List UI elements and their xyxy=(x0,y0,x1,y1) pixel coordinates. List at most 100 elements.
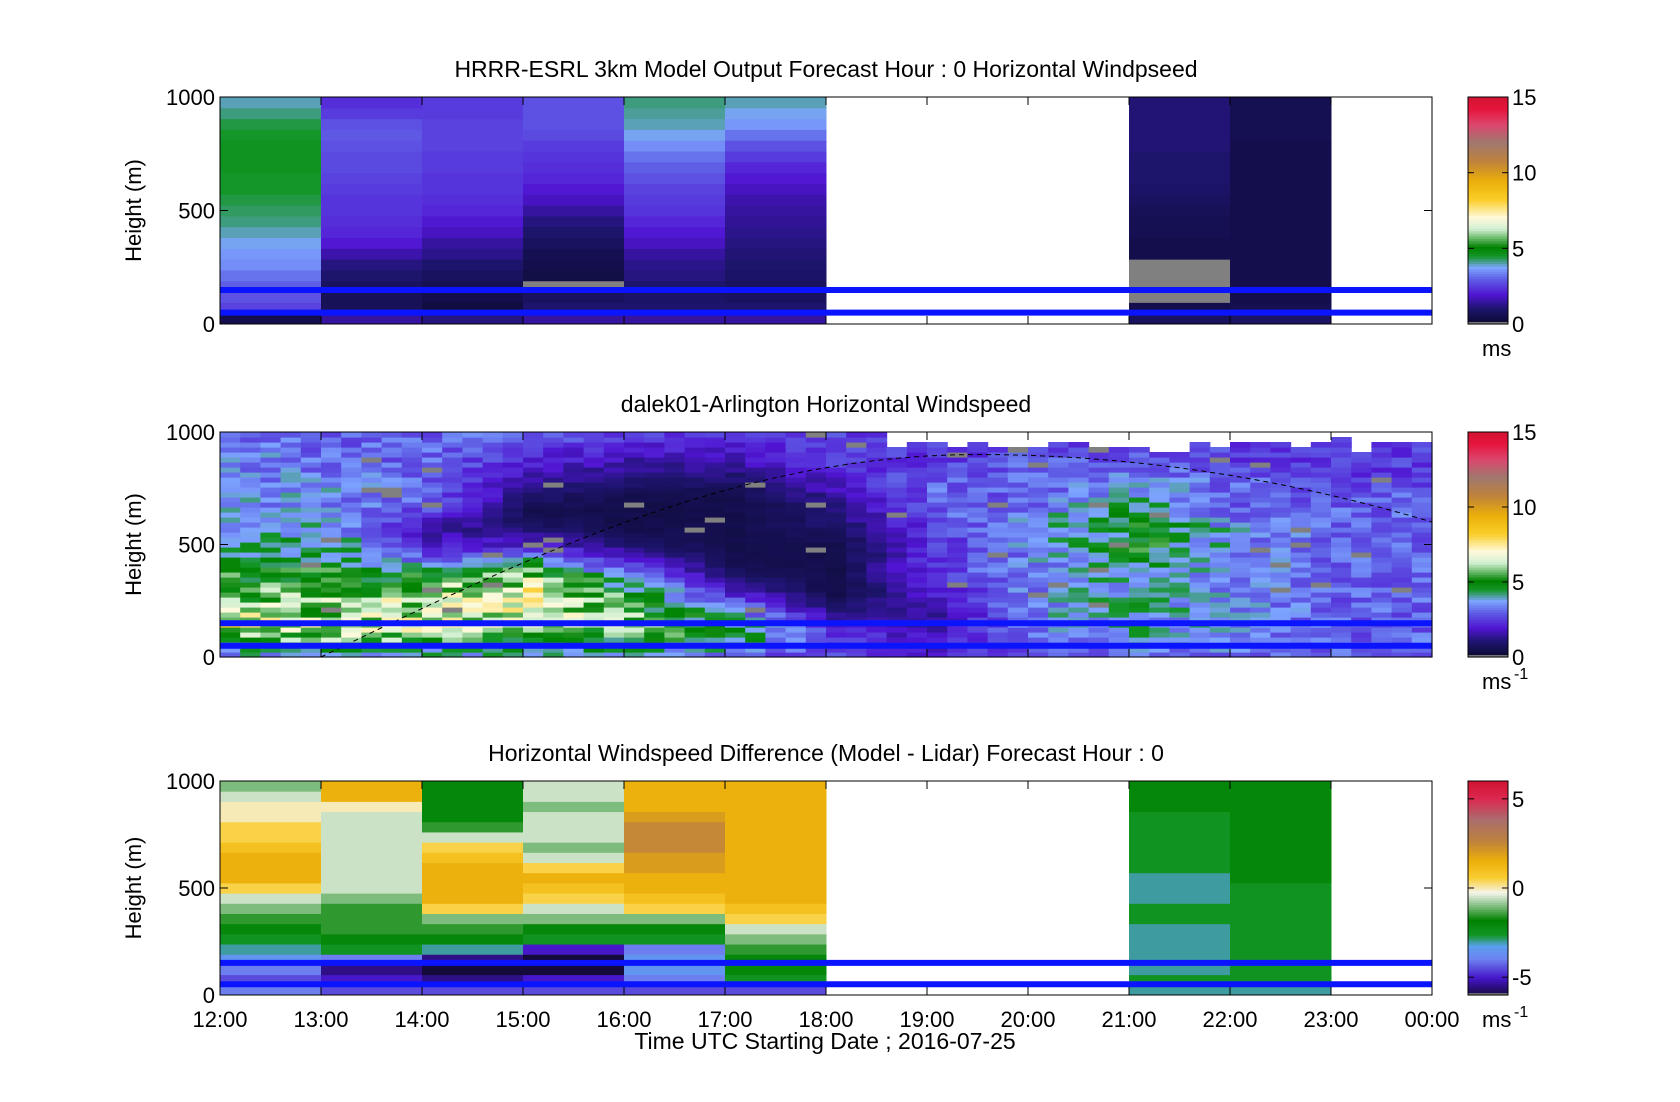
colorbar-swatch xyxy=(1468,619,1508,623)
heatmap-cell xyxy=(321,313,423,325)
heatmap-cell xyxy=(1310,597,1332,603)
heatmap-cell xyxy=(664,552,686,558)
heatmap-cell xyxy=(1088,467,1110,473)
heatmap-cell xyxy=(381,527,403,533)
colorbar-swatch xyxy=(1468,464,1508,468)
heatmap-cell xyxy=(886,617,908,623)
heatmap-cell xyxy=(765,632,787,638)
heatmap-cell xyxy=(462,457,484,463)
heatmap-cell xyxy=(1250,517,1271,523)
x-tick-label: 19:00 xyxy=(899,1007,954,1032)
heatmap-cell xyxy=(1088,497,1110,503)
heatmap-cell xyxy=(381,432,403,438)
heatmap-cell xyxy=(442,522,463,528)
heatmap-cell xyxy=(1371,492,1393,498)
heatmap-cell xyxy=(1351,522,1372,528)
heatmap-cell xyxy=(644,587,665,593)
colorbar-swatch xyxy=(1468,609,1508,613)
heatmap-cell xyxy=(300,627,322,633)
heatmap-cell xyxy=(1169,612,1191,618)
heatmap-cell xyxy=(644,652,665,658)
heatmap-cell xyxy=(1290,617,1312,623)
heatmap-cell xyxy=(1108,527,1130,533)
heatmap-cell xyxy=(866,432,888,438)
colorbar-swatch xyxy=(1468,838,1508,842)
heatmap-cell xyxy=(482,522,504,528)
heatmap-cell xyxy=(543,477,564,483)
heatmap-cell xyxy=(765,432,787,438)
heatmap-cell xyxy=(967,507,989,513)
heatmap-cell xyxy=(684,582,706,588)
heatmap-cell xyxy=(1371,647,1393,653)
heatmap-cell xyxy=(1007,467,1029,473)
heatmap-cell xyxy=(927,627,948,633)
heatmap-cell xyxy=(1250,612,1271,618)
heatmap-cell xyxy=(583,617,605,623)
heatmap-cell xyxy=(765,472,787,478)
heatmap-cell xyxy=(1149,472,1170,478)
heatmap-cell xyxy=(1007,477,1029,483)
colorbar-swatch xyxy=(1468,479,1508,483)
colorbar-swatch xyxy=(1468,624,1508,628)
heatmap-cell xyxy=(603,487,625,493)
heatmap-cell xyxy=(462,597,484,603)
heatmap-cell xyxy=(1331,447,1352,453)
heatmap-cell xyxy=(1391,572,1413,578)
colorbar-swatch xyxy=(1468,172,1508,176)
heatmap-cell xyxy=(805,627,827,633)
heatmap-cell xyxy=(603,587,625,593)
heatmap-cell xyxy=(1250,507,1271,513)
heatmap-cell xyxy=(745,442,766,448)
heatmap-cell xyxy=(260,502,282,508)
heatmap-cell xyxy=(866,502,888,508)
heatmap-cell xyxy=(1209,537,1231,543)
heatmap-cell xyxy=(1391,507,1413,513)
heatmap-cell xyxy=(1250,552,1271,558)
heatmap-cell xyxy=(1169,557,1191,563)
heatmap-cell xyxy=(422,172,524,184)
colorbar-swatch xyxy=(1468,489,1508,493)
heatmap-cell xyxy=(401,487,423,493)
heatmap-cell xyxy=(422,913,524,925)
heatmap-cell xyxy=(523,647,544,653)
heatmap-cell xyxy=(422,442,443,448)
heatmap-cell xyxy=(846,602,867,608)
heatmap-cell xyxy=(321,462,342,468)
heatmap-cell xyxy=(1088,452,1110,458)
heatmap-cell xyxy=(260,647,282,653)
heatmap-cell xyxy=(502,607,524,613)
heatmap-cell xyxy=(846,627,867,633)
heatmap-cell xyxy=(220,567,241,573)
heatmap-cell xyxy=(785,652,807,658)
heatmap-cell xyxy=(826,507,847,513)
heatmap-cell xyxy=(1230,517,1251,523)
heatmap-cell xyxy=(523,627,544,633)
colorbar-swatch xyxy=(1468,647,1508,651)
heatmap-cell xyxy=(603,527,625,533)
heatmap-cell xyxy=(220,612,241,618)
heatmap-cell xyxy=(987,502,1009,508)
heatmap-cell xyxy=(361,492,383,498)
heatmap-cell xyxy=(704,577,726,583)
heatmap-cell xyxy=(1230,442,1251,448)
heatmap-cell xyxy=(1270,497,1292,503)
colorbar-swatch xyxy=(1468,654,1508,658)
heatmap-cell xyxy=(644,532,665,538)
colorbar-swatch xyxy=(1468,604,1508,608)
heatmap-cell xyxy=(1048,562,1069,568)
heatmap-cell xyxy=(1088,557,1110,563)
heatmap-cell xyxy=(1290,482,1312,488)
heatmap-cell xyxy=(624,567,645,573)
heatmap-cell xyxy=(280,537,302,543)
heatmap-cell xyxy=(220,140,322,152)
heatmap-cell xyxy=(1331,587,1352,593)
heatmap-cell xyxy=(846,447,867,453)
heatmap-cell xyxy=(826,457,847,463)
heatmap-cell xyxy=(826,627,847,633)
heatmap-cell xyxy=(846,617,867,623)
heatmap-cell xyxy=(684,597,706,603)
heatmap-cell xyxy=(1088,612,1110,618)
heatmap-cell xyxy=(543,522,564,528)
heatmap-cell xyxy=(462,577,484,583)
heatmap-cell xyxy=(280,597,302,603)
